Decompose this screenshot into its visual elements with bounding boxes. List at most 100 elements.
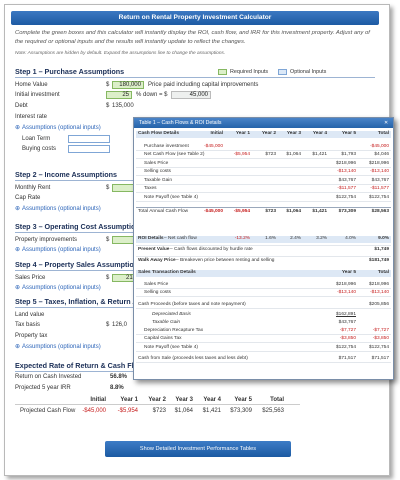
assumptions-link[interactable]: Assumptions (optional inputs) — [22, 285, 101, 292]
cell-value: $28,563 — [371, 209, 389, 214]
cell-value: $723 — [265, 152, 276, 157]
cell-value: -$11,577 — [370, 186, 389, 191]
note: Note: Assumptions are hidden by default.… — [15, 51, 226, 56]
roi-value: 9.0% — [378, 236, 389, 241]
assumptions-icon: ⊕ — [15, 285, 21, 292]
grid-line — [136, 342, 391, 343]
cash-flow-value: $73,309 — [230, 408, 252, 414]
assumptions-icon: ⊕ — [15, 247, 21, 254]
col-header: Total — [377, 131, 389, 136]
roi-value: 3.2% — [316, 236, 327, 241]
cash-flow-value: -$5,954 — [117, 408, 138, 414]
field-text: 135,000 — [112, 103, 134, 110]
step-rule — [15, 77, 375, 78]
row-label: Capital Gains Tax — [144, 336, 182, 341]
row-label: Note Payoff (see Table 4) — [144, 345, 198, 350]
step-title: Step 4 – Property Sales Assumptions — [15, 260, 143, 269]
cell-value: -$3,850 — [372, 336, 389, 341]
cell-value: $1,064 — [286, 152, 301, 157]
grid-line — [136, 256, 391, 257]
optional-box[interactable] — [68, 134, 110, 143]
header-band — [136, 270, 391, 277]
cell-value: $218,996 — [368, 161, 389, 166]
field-label: Initial investment — [15, 92, 60, 99]
assumptions-link[interactable]: Assumptions (optional inputs) — [22, 124, 101, 131]
assumptions-link[interactable]: Assumptions (optional inputs) — [22, 343, 101, 350]
step-title: Step 3 – Operating Cost Assumptions — [15, 222, 144, 231]
field-label: Interest rate — [15, 113, 48, 120]
sub-label: Taxable Gain — [152, 320, 181, 325]
optional-box[interactable] — [68, 145, 110, 154]
cell-value: $1,421 — [312, 152, 327, 157]
field-text: $ — [106, 274, 110, 281]
grid-line — [136, 362, 391, 363]
col-header: Cash Flow Details — [138, 131, 180, 136]
cell-value: -$13,140 — [337, 290, 356, 295]
result-value: 56.8% — [110, 374, 128, 380]
cell-value: $71,517 — [371, 356, 389, 361]
result-label: Projected 5 year IRR — [15, 384, 71, 391]
grid-line — [136, 201, 391, 202]
row-label: Note Payoff (see Table 4) — [144, 195, 198, 200]
cash-flow-value: $1,064 — [174, 408, 193, 414]
row-label: Cash from Sale (proceeds less taxes and … — [138, 356, 248, 361]
cell-value: -$45,000 — [204, 144, 223, 149]
popup-title: Table 1 – Cash Flows & ROI Details — [139, 120, 222, 126]
cell-value: -$11,577 — [337, 186, 356, 191]
col-header: Year 4 — [203, 397, 221, 403]
pv-desc: – Cash flows discounted by hurdle rate — [170, 247, 253, 252]
row-label: Projected Cash Flow — [20, 408, 76, 414]
col-header: Year 1 — [120, 397, 138, 403]
walk-desc: – Breakeven price between renting and se… — [176, 258, 275, 263]
cell-value: $205,856 — [368, 302, 389, 307]
close-icon[interactable]: ✕ — [384, 120, 389, 126]
total-rule — [136, 207, 391, 208]
assumptions-link[interactable]: Assumptions (optional inputs) — [22, 206, 101, 213]
field-text: $ — [106, 184, 110, 191]
input-box[interactable]: 180,000 — [112, 80, 144, 89]
field-label: Tax basis — [15, 322, 41, 329]
results-title: Expected Rate of Return & Cash Flow — [15, 361, 144, 370]
cell-value: $43,767 — [338, 178, 356, 183]
table-rule — [15, 404, 300, 405]
row-label: Taxable Gain — [144, 178, 172, 183]
row-label: Taxes — [144, 186, 157, 191]
cash-flow-value: -$45,000 — [82, 408, 106, 414]
show-tables-button[interactable]: Show Detailed Investment Performance Tab… — [105, 441, 291, 457]
cell-value: $122,754 — [368, 195, 389, 200]
header-bar — [11, 11, 379, 25]
roi-value: 2.4% — [290, 236, 301, 241]
cell-value: $723 — [265, 209, 276, 214]
sub-label: Depreciated Basis — [152, 312, 191, 317]
field-label: Property tax — [15, 333, 48, 340]
sub-value: $43,767 — [338, 320, 356, 325]
grid-line — [136, 296, 391, 297]
field-label: Cap Rate — [15, 195, 41, 202]
field-label: Debt — [15, 103, 28, 110]
cell-value: $1,064 — [286, 209, 301, 214]
cash-flow-value: $25,563 — [262, 408, 284, 414]
roi-label: ROI Details — [138, 236, 164, 241]
cell-value: -$13,140 — [337, 169, 356, 174]
step-title: Step 5 – Taxes, Inflation, & Return Assu… — [15, 297, 178, 306]
col-header: Year 4 — [312, 131, 327, 136]
col-header: Year 2 — [148, 397, 166, 403]
field-text: Price paid including capital improvement… — [148, 81, 259, 88]
header-band — [136, 131, 391, 138]
row-label: Selling costs — [144, 290, 171, 295]
pv-label: Present Value — [138, 247, 170, 252]
pv-value: $1,749 — [374, 247, 389, 252]
field-label: Home Value — [15, 81, 48, 88]
walk-value: $181,749 — [368, 258, 389, 263]
field-label: Sales Price — [15, 274, 46, 281]
assumptions-link[interactable]: Assumptions (optional inputs) — [22, 247, 101, 254]
cell-value: $218,996 — [335, 282, 356, 287]
field-label: Land value — [15, 311, 45, 318]
cell-value: $122,754 — [368, 345, 389, 350]
cell-value: -$7,727 — [372, 328, 389, 333]
cell-value: $218,996 — [335, 161, 356, 166]
input-box[interactable]: 25 — [106, 91, 132, 100]
grid-line — [136, 184, 391, 185]
col-header: Initial — [90, 397, 106, 403]
cell-value: -$13,140 — [370, 169, 389, 174]
